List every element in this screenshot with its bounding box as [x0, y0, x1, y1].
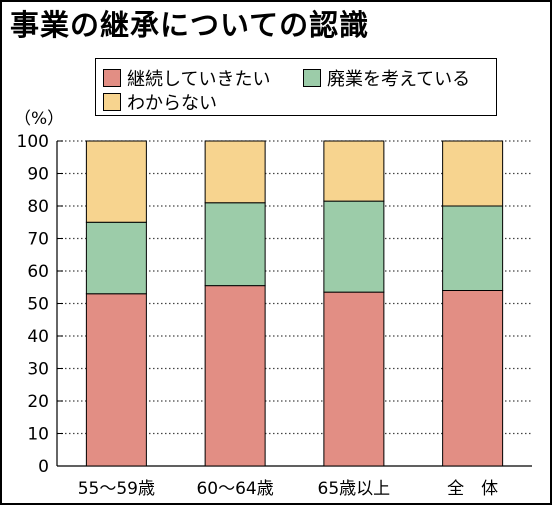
bar-segment [323, 140, 385, 202]
x-tick-label: 全 体 [447, 479, 498, 499]
legend-item-continue: 継続していきたい [103, 65, 270, 91]
legend-label-continue: 継続していきたい [127, 69, 271, 90]
x-tick-label: 55～59歳 [78, 479, 155, 499]
chart-title: 事業の継承についての認識 [10, 8, 370, 42]
legend-swatch-closure [303, 69, 321, 87]
legend-item-closure: 廃業を考えている [303, 65, 470, 91]
bar-segment [442, 290, 504, 467]
legend-label-closure: 廃業を考えている [327, 69, 471, 90]
legend-label-unknown: わからない [127, 93, 217, 114]
bar-segment [442, 140, 504, 207]
bar-segment [204, 202, 266, 287]
bar-segment [204, 140, 266, 204]
bar-segment [323, 200, 385, 293]
y-tick-label: 80 [27, 197, 49, 217]
x-tick-label: 65歳以上 [318, 479, 391, 499]
y-axis-unit: （%） [14, 109, 65, 129]
y-tick-label: 40 [27, 327, 49, 347]
legend-swatch-unknown [103, 93, 121, 111]
bar-segment [85, 140, 147, 223]
bar-segment [85, 221, 147, 295]
y-tick-label: 90 [27, 165, 49, 185]
y-tick-label: 10 [27, 425, 49, 445]
legend-swatch-continue [103, 69, 121, 87]
y-tick-label: 20 [27, 392, 49, 412]
y-tick-label: 60 [27, 262, 49, 282]
bar-segment [85, 293, 147, 467]
bar-segment [442, 205, 504, 291]
y-tick-label: 50 [27, 295, 49, 315]
legend-item-unknown: わからない [103, 89, 217, 115]
y-tick-label: 100 [17, 132, 49, 152]
bar-segment [204, 285, 266, 467]
y-tick-label: 0 [38, 457, 49, 477]
bar-segment [323, 291, 385, 467]
legend: 継続していきたい 廃業を考えている わからない [95, 58, 497, 116]
x-tick-label: 60～64歳 [196, 479, 273, 499]
y-tick-label: 70 [27, 230, 49, 250]
y-tick-label: 30 [27, 360, 49, 380]
